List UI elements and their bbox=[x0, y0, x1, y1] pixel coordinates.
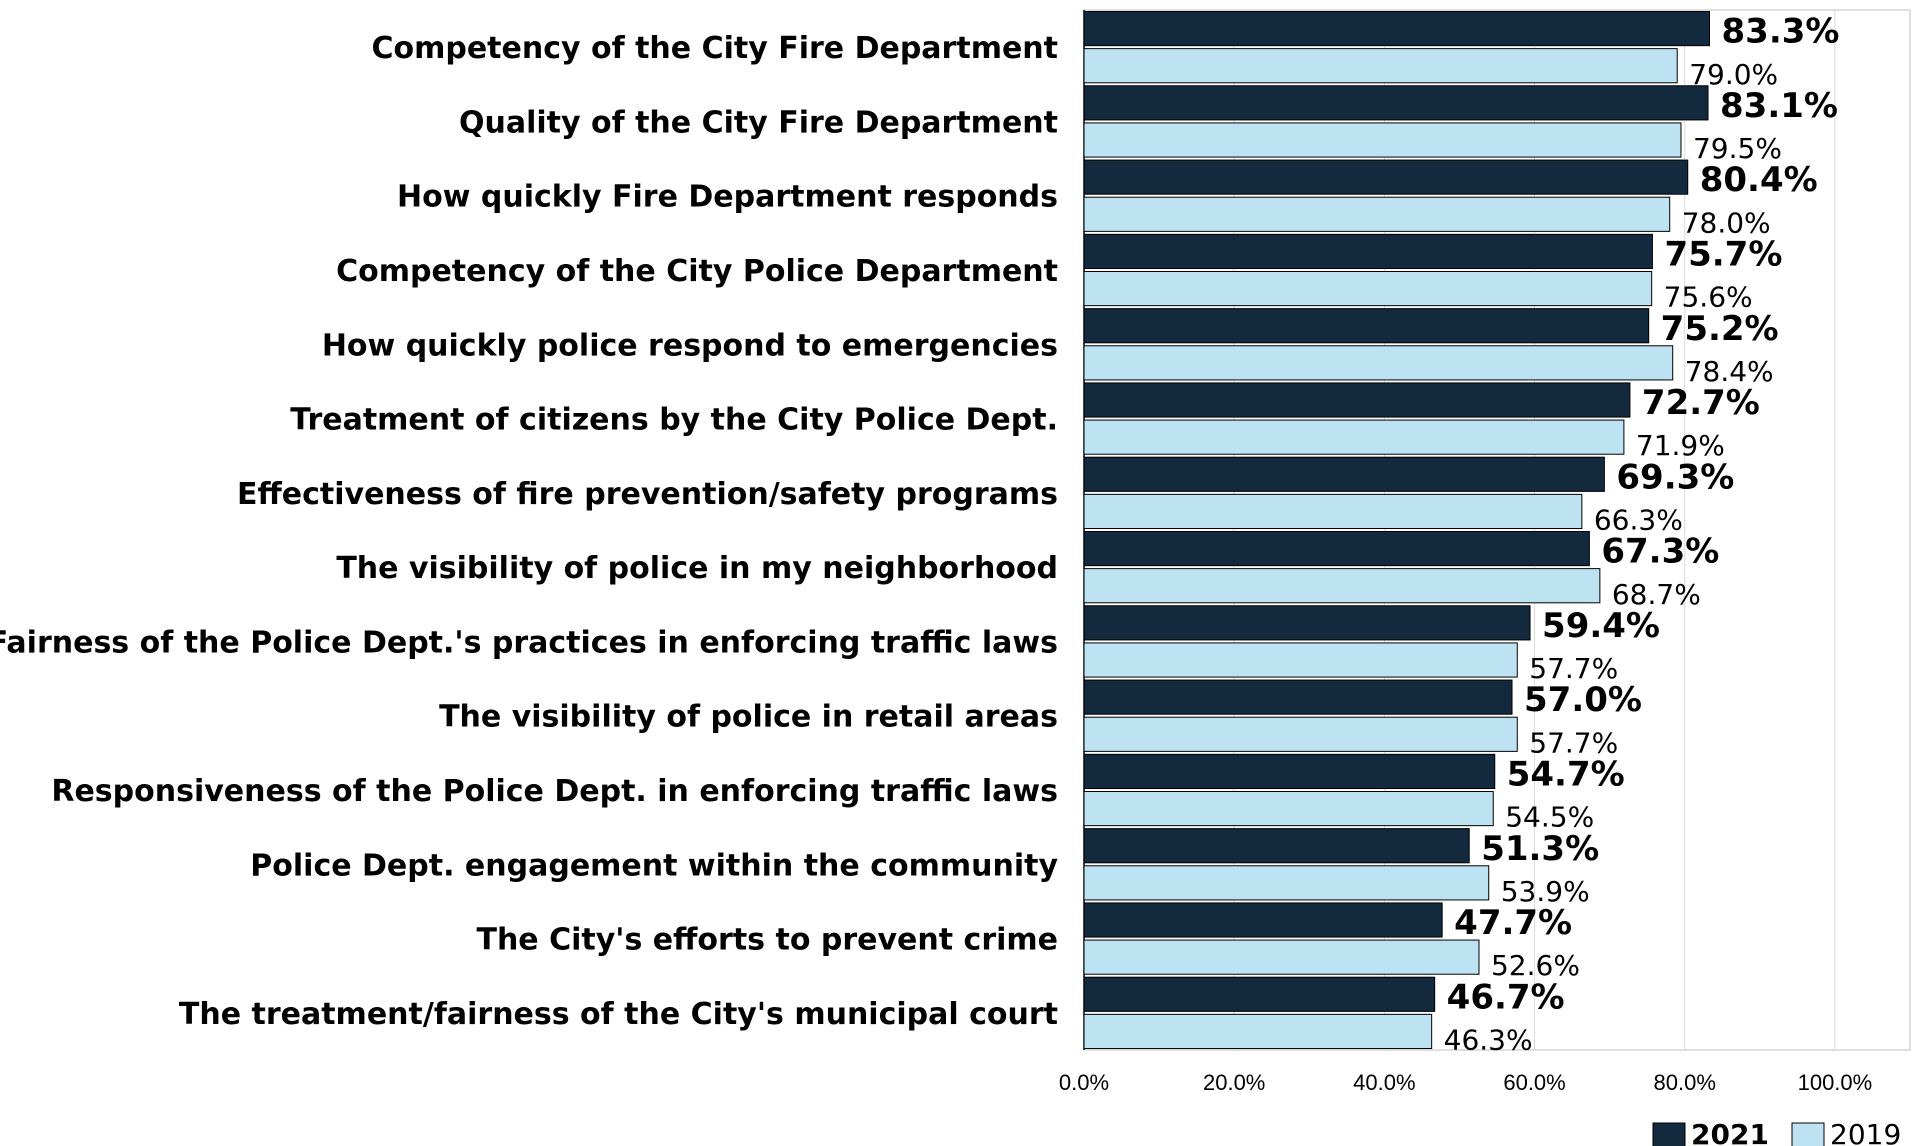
bar-2021 bbox=[1083, 85, 1709, 121]
bar-2021 bbox=[1083, 530, 1590, 567]
bar-2021 bbox=[1083, 753, 1496, 790]
category-label: Responsiveness of the Police Dept. in en… bbox=[51, 774, 1058, 809]
data-label-2021: 67.3% bbox=[1601, 532, 1719, 572]
category-labels: Competency of the City Fire Department Qu… bbox=[0, 31, 1058, 1032]
x-tick-label: 80.0% bbox=[1654, 1070, 1716, 1095]
bar-2019 bbox=[1083, 270, 1653, 307]
legend-swatch-2021 bbox=[1652, 1122, 1686, 1146]
data-label-2019: 57.7% bbox=[1529, 726, 1618, 759]
data-label-2021: 83.1% bbox=[1720, 86, 1838, 126]
bar-2019 bbox=[1083, 122, 1682, 158]
x-tick-label: 60.0% bbox=[1503, 1070, 1565, 1095]
data-labels: 83.3% 79.0%83.1% 79.5%80.4% 78.0%75.7% 75.6%… bbox=[1444, 12, 1840, 1057]
category-label: How quickly Fire Department responds bbox=[397, 180, 1058, 215]
data-label-2021: 75.2% bbox=[1661, 309, 1779, 349]
data-label-2021: 59.4% bbox=[1542, 606, 1660, 646]
legend: 2021 2019 bbox=[1652, 1118, 1901, 1146]
data-label-2021: 69.3% bbox=[1616, 457, 1734, 497]
bar-2019 bbox=[1083, 568, 1601, 604]
bar-2021 bbox=[1083, 382, 1631, 418]
bar-2021 bbox=[1083, 10, 1711, 47]
bar-2021 bbox=[1083, 828, 1470, 864]
legend-label-2019: 2019 bbox=[1830, 1118, 1901, 1146]
bar-2019 bbox=[1083, 345, 1674, 381]
data-label-2021: 75.7% bbox=[1664, 235, 1782, 275]
x-tick-label: 20.0% bbox=[1203, 1070, 1265, 1095]
data-label-2019: 79.0% bbox=[1689, 58, 1778, 91]
category-label: Police Dept. engagement within the commu… bbox=[250, 848, 1058, 883]
bar-2019 bbox=[1083, 865, 1490, 901]
category-label: Treatment of citizens by the City Police… bbox=[290, 403, 1058, 438]
category-label: Fairness of the Police Dept.'s practices… bbox=[0, 625, 1058, 660]
x-tick-label: 40.0% bbox=[1353, 1070, 1415, 1095]
data-label-2019: 66.3% bbox=[1594, 504, 1683, 537]
data-label-2019: 71.9% bbox=[1636, 429, 1725, 462]
category-label: The treatment/fairness of the City's mun… bbox=[179, 997, 1058, 1032]
data-label-2019: 68.7% bbox=[1612, 578, 1701, 611]
bar-2021 bbox=[1083, 456, 1605, 492]
data-label-2021: 46.7% bbox=[1447, 977, 1565, 1017]
data-label-2021: 83.3% bbox=[1722, 12, 1840, 52]
category-label: Competency of the City Fire Department bbox=[371, 31, 1058, 66]
data-label-2021: 72.7% bbox=[1642, 383, 1760, 423]
data-label-2019: 54.5% bbox=[1505, 801, 1594, 834]
bars bbox=[1083, 10, 1711, 1050]
data-label-2019: 46.3% bbox=[1444, 1024, 1533, 1057]
category-label: The visibility of police in my neighborh… bbox=[336, 551, 1058, 586]
x-tick-label: 100.0% bbox=[1798, 1070, 1873, 1095]
bar-2019 bbox=[1083, 48, 1678, 84]
category-label: Competency of the City Police Department bbox=[336, 254, 1058, 289]
category-label: The visibility of police in retail areas bbox=[439, 700, 1058, 735]
data-label-2019: 53.9% bbox=[1501, 875, 1590, 908]
data-label-2019: 57.7% bbox=[1529, 652, 1618, 685]
bar-2019 bbox=[1083, 1013, 1433, 1050]
bar-2021 bbox=[1083, 308, 1650, 344]
category-label: The City's efforts to prevent crime bbox=[476, 923, 1058, 958]
bar-2019 bbox=[1083, 419, 1625, 455]
bar-2019 bbox=[1083, 493, 1583, 530]
bar-2021 bbox=[1083, 902, 1443, 938]
x-tick-label: 0.0% bbox=[1059, 1070, 1109, 1095]
data-label-2019: 78.4% bbox=[1685, 355, 1774, 388]
bar-2019 bbox=[1083, 716, 1518, 752]
bar-2021 bbox=[1083, 679, 1513, 715]
bar-2019 bbox=[1083, 642, 1518, 678]
category-label: Effectiveness of fire prevention/safety … bbox=[237, 477, 1058, 512]
bar-2021 bbox=[1083, 976, 1436, 1012]
data-label-2019: 75.6% bbox=[1664, 281, 1753, 314]
data-label-2021: 80.4% bbox=[1700, 160, 1818, 200]
x-axis-ticks: 0.0% 20.0% 40.0% 60.0% 80.0% 100.0% bbox=[1059, 1070, 1872, 1095]
bar-2019 bbox=[1083, 196, 1671, 232]
data-label-2019: 78.0% bbox=[1682, 206, 1771, 239]
bar-2019 bbox=[1083, 939, 1480, 975]
data-label-2019: 52.6% bbox=[1491, 949, 1580, 982]
legend-label-2021: 2021 bbox=[1691, 1118, 1769, 1146]
bar-2021 bbox=[1083, 233, 1653, 270]
category-label: Quality of the City Fire Department bbox=[459, 105, 1058, 140]
category-label: How quickly police respond to emergencie… bbox=[322, 328, 1058, 363]
data-label-2019: 79.5% bbox=[1693, 132, 1782, 165]
data-label-2021: 54.7% bbox=[1507, 755, 1625, 795]
bar-2019 bbox=[1083, 790, 1494, 827]
bar-2021 bbox=[1083, 159, 1689, 195]
data-label-2021: 57.0% bbox=[1524, 680, 1642, 720]
bar-2021 bbox=[1083, 605, 1531, 641]
legend-swatch-2019 bbox=[1791, 1122, 1825, 1146]
data-label-2021: 47.7% bbox=[1454, 903, 1572, 943]
data-label-2021: 51.3% bbox=[1481, 829, 1599, 869]
